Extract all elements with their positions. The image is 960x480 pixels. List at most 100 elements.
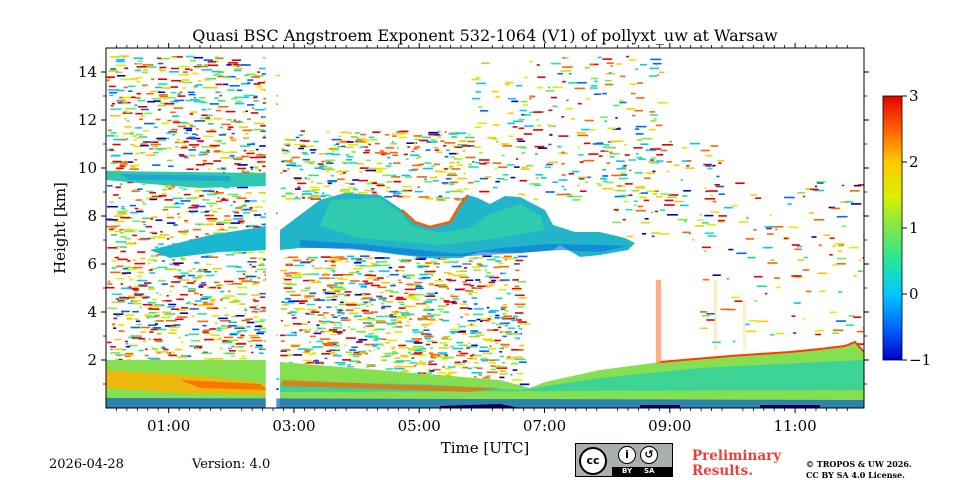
colorbar-tick-label: 1 bbox=[909, 219, 919, 237]
noise-speck bbox=[700, 311, 708, 313]
noise-speck bbox=[316, 182, 323, 185]
noise-speck bbox=[373, 349, 376, 352]
noise-speck bbox=[195, 67, 199, 69]
noise-speck bbox=[510, 176, 516, 179]
noise-speck bbox=[239, 145, 251, 147]
noise-speck bbox=[832, 332, 839, 334]
noise-speck bbox=[256, 304, 259, 307]
noise-speck bbox=[346, 337, 356, 339]
noise-speck bbox=[510, 373, 513, 376]
noise-speck bbox=[202, 331, 209, 333]
noise-speck bbox=[238, 266, 242, 268]
noise-speck bbox=[285, 192, 292, 195]
noise-speck bbox=[443, 261, 450, 264]
noise-speck bbox=[418, 196, 430, 198]
noise-speck bbox=[155, 118, 161, 121]
noise-speck bbox=[119, 96, 125, 99]
noise-speck bbox=[702, 222, 709, 224]
noise-speck bbox=[424, 316, 427, 319]
noise-speck bbox=[157, 108, 161, 111]
noise-speck bbox=[469, 284, 475, 287]
noise-speck bbox=[234, 298, 237, 301]
noise-speck bbox=[150, 90, 162, 93]
noise-speck bbox=[153, 312, 160, 314]
noise-speck bbox=[430, 315, 435, 318]
noise-speck bbox=[520, 100, 528, 103]
noise-speck bbox=[367, 317, 375, 320]
noise-speck bbox=[207, 108, 212, 110]
noise-speck bbox=[113, 313, 124, 315]
noise-speck bbox=[339, 324, 342, 326]
noise-speck bbox=[379, 151, 387, 154]
noise-speck bbox=[149, 231, 156, 234]
noise-speck bbox=[153, 260, 158, 262]
noise-speck bbox=[253, 281, 260, 284]
noise-speck bbox=[621, 166, 627, 169]
noise-speck bbox=[443, 344, 448, 346]
noise-speck bbox=[484, 176, 492, 178]
noise-speck bbox=[417, 186, 421, 188]
noise-speck bbox=[234, 121, 241, 123]
noise-speck bbox=[240, 64, 251, 66]
noise-speck bbox=[819, 290, 826, 293]
noise-speck bbox=[327, 148, 331, 150]
noise-speck bbox=[511, 349, 522, 351]
noise-speck bbox=[305, 145, 315, 148]
noise-speck bbox=[314, 330, 319, 332]
noise-speck bbox=[306, 303, 316, 306]
noise-speck bbox=[390, 142, 397, 145]
noise-speck bbox=[732, 340, 736, 343]
noise-speck bbox=[375, 315, 385, 318]
noise-speck bbox=[312, 352, 317, 354]
noise-speck bbox=[112, 225, 119, 228]
noise-speck bbox=[254, 328, 260, 331]
noise-speck bbox=[280, 354, 288, 357]
noise-speck bbox=[348, 312, 359, 315]
noise-speck bbox=[157, 139, 167, 142]
noise-speck bbox=[239, 303, 246, 305]
noise-speck bbox=[579, 178, 585, 180]
noise-speck bbox=[125, 340, 129, 343]
noise-speck bbox=[237, 286, 248, 289]
noise-speck bbox=[344, 146, 354, 149]
noise-speck bbox=[118, 330, 125, 332]
noise-speck bbox=[634, 109, 644, 112]
noise-speck bbox=[414, 190, 423, 193]
noise-speck bbox=[349, 271, 359, 274]
noise-speck bbox=[214, 281, 220, 284]
noise-speck bbox=[705, 190, 708, 193]
noise-speck bbox=[455, 199, 463, 201]
noise-speck bbox=[480, 358, 489, 361]
noise-speck bbox=[258, 67, 266, 70]
noise-speck bbox=[838, 244, 845, 246]
noise-speck bbox=[255, 344, 263, 347]
noise-speck bbox=[521, 152, 526, 154]
noise-speck bbox=[502, 312, 507, 315]
noise-speck bbox=[202, 86, 211, 89]
noise-speck bbox=[342, 172, 346, 174]
noise-speck bbox=[115, 354, 126, 356]
noise-speck bbox=[500, 370, 507, 373]
noise-speck bbox=[403, 365, 414, 368]
noise-speck bbox=[836, 263, 846, 265]
noise-speck bbox=[285, 197, 295, 200]
noise-speck bbox=[513, 315, 519, 318]
noise-speck bbox=[636, 156, 643, 159]
noise-speck bbox=[154, 323, 158, 325]
noise-speck bbox=[468, 335, 480, 338]
noise-speck bbox=[129, 168, 139, 170]
noise-speck bbox=[195, 205, 206, 208]
noise-speck bbox=[500, 343, 510, 346]
noise-speck bbox=[197, 313, 207, 315]
noise-speck bbox=[347, 318, 352, 321]
noise-speck bbox=[234, 102, 245, 105]
noise-speck bbox=[426, 292, 435, 295]
noise-speck bbox=[161, 347, 166, 349]
noise-speck bbox=[390, 284, 396, 287]
noise-speck bbox=[518, 118, 525, 121]
version-label: Version: 4.0 bbox=[192, 457, 271, 472]
noise-speck bbox=[110, 234, 116, 236]
noise-speck bbox=[412, 329, 419, 331]
noise-speck bbox=[245, 318, 253, 320]
